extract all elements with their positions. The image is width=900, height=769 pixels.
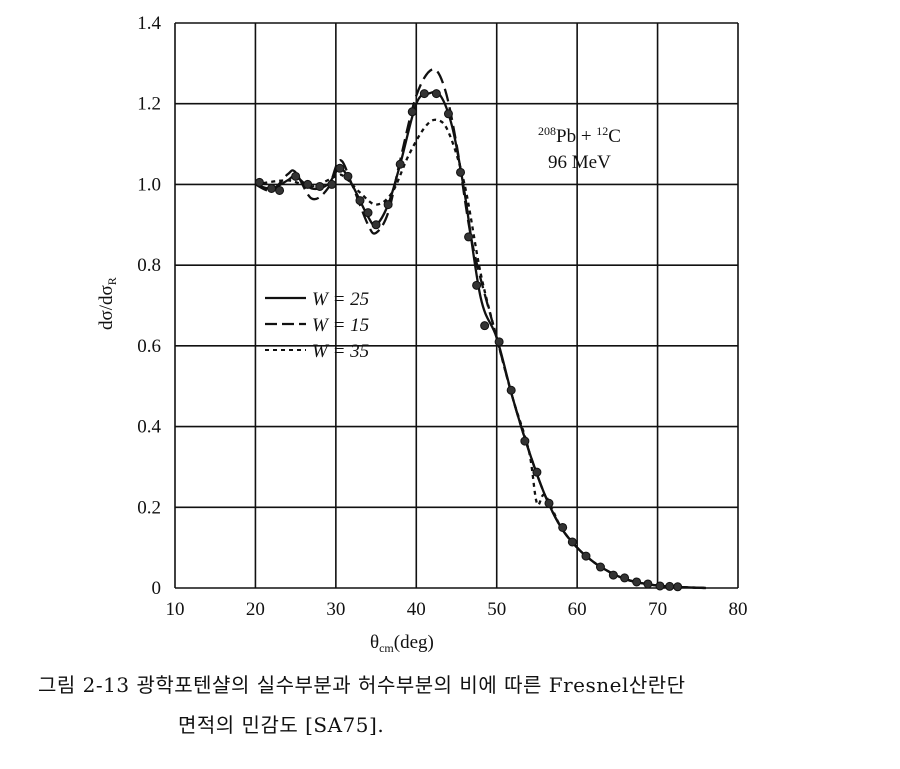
y-tick-label: 0 [152,578,162,599]
data-point [431,89,441,99]
data-point [327,179,337,189]
y-tick-label: 1.4 [137,13,161,34]
data-point [673,582,683,592]
data-point [315,181,325,191]
y-tick-label: 0.2 [137,497,161,518]
data-point [267,183,277,193]
data-point [275,185,285,195]
data-point [520,436,530,446]
data-point [595,562,605,572]
data-points [254,89,683,592]
data-point [544,498,554,508]
data-point [567,537,577,547]
legend-label: W = 35 [312,341,369,362]
annotation: 208Pb + 12C 96 MeV [538,124,621,173]
x-tick-label: 10 [166,599,185,620]
svg-text:208Pb + 12C: 208Pb + 12C [538,124,621,147]
tick-labels: 10 20 30 40 50 60 70 80 0 0.2 0.4 0.6 0.8 1.0 1.2 1.4 [137,13,747,620]
data-point [665,581,675,591]
data-point [303,179,313,189]
data-point [620,573,630,583]
data-point [456,167,466,177]
data-point [480,321,490,331]
svg-text:96 MeV: 96 MeV [548,152,611,173]
data-point [395,159,405,169]
data-point [371,220,381,230]
legend-label: W = 25 [312,289,369,310]
x-tick-label: 50 [487,599,506,620]
x-tick-label: 70 [648,599,667,620]
x-tick-label: 60 [568,599,587,620]
legend: W = 25 W = 15 W = 35 [265,289,369,362]
data-point [494,337,504,347]
data-point [643,579,653,589]
data-point [464,232,474,242]
data-point [335,163,345,173]
grid [174,22,739,589]
data-point [443,109,453,119]
caption-line-1: 그림 2-13 광학포텐샬의 실수부분과 허수부분의 비에 따른 Fresnel… [38,673,686,697]
x-tick-label: 80 [729,599,748,620]
data-point [632,577,642,587]
data-point [608,570,618,580]
series-line-solid [255,90,706,590]
y-tick-label: 1.2 [137,94,161,115]
data-point [581,551,591,561]
legend-label: W = 15 [312,315,369,336]
caption-line-2: 면적의 민감도 [SA75]. [178,713,385,737]
data-point [363,208,373,218]
x-tick-label: 40 [407,599,426,620]
x-tick-label: 20 [246,599,265,620]
data-point [343,171,353,181]
data-point [355,196,365,206]
y-tick-label: 1.0 [137,174,161,195]
y-tick-label: 0.8 [137,255,161,276]
data-point [291,171,301,181]
x-tick-label: 30 [326,599,345,620]
y-axis-label: dσ/dσR [96,277,119,330]
data-point [383,200,393,210]
y-tick-label: 0.6 [137,336,161,357]
figure-caption: 그림 2-13 광학포텐샬의 실수부분과 허수부분의 비에 따른 Fresnel… [38,665,686,745]
data-point [655,581,665,591]
x-axis-label: θcm(deg) [370,632,434,655]
data-point [472,280,482,290]
y-tick-label: 0.4 [137,417,161,438]
data-point [407,107,417,117]
data-point [254,177,264,187]
data-point [558,522,568,532]
data-point [532,467,542,477]
data-point [506,385,516,395]
data-point [419,89,429,99]
